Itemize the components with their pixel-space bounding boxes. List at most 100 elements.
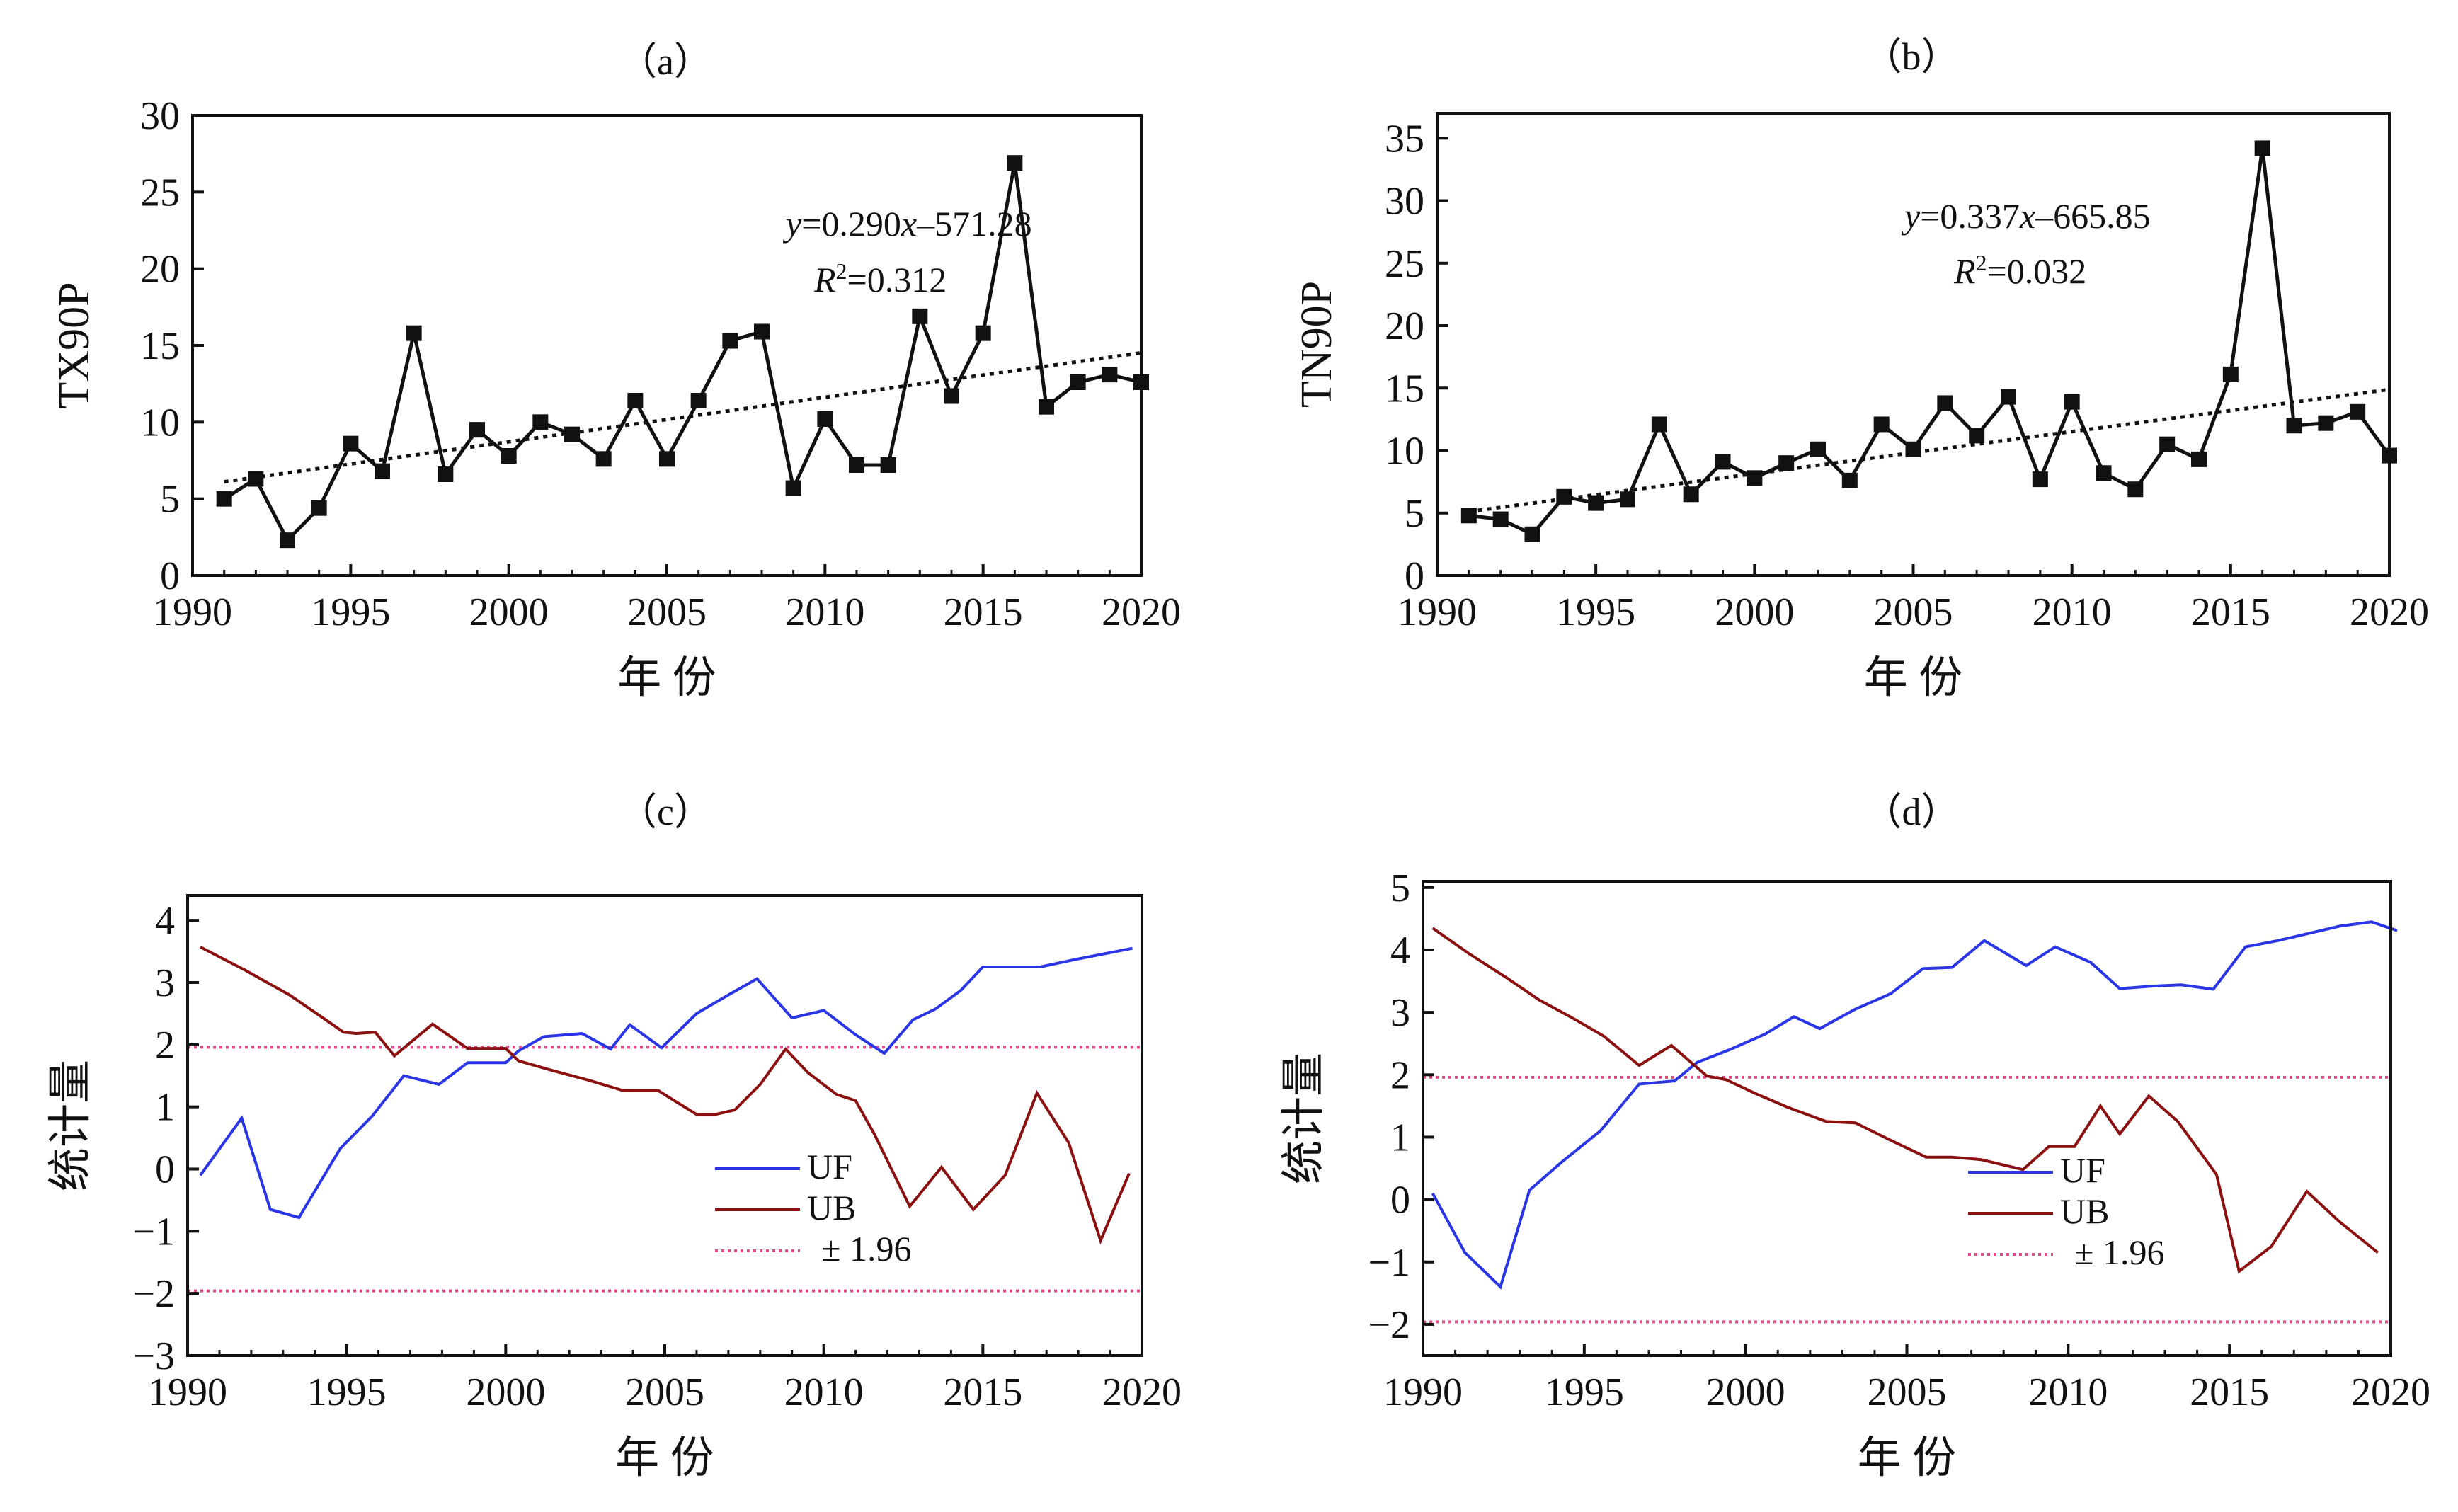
data-point (1747, 470, 1763, 486)
data-point (659, 451, 675, 467)
x-tick-label: 1995 (307, 1370, 387, 1414)
eq-x: x (2019, 196, 2035, 236)
series-line-uf (199, 946, 1133, 1220)
data-point (1810, 441, 1826, 457)
r-squared: R2=0.032 (1953, 250, 2086, 291)
x-tick-label: 2000 (469, 590, 549, 634)
data-point (1905, 441, 1921, 457)
legend-label: ± 1.96 (2074, 1232, 2164, 1272)
data-point (564, 426, 580, 442)
data-point (722, 333, 738, 349)
x-tick-label: 1995 (1545, 1370, 1624, 1414)
data-point (1873, 416, 1890, 433)
data-point (2159, 436, 2176, 452)
data-point (280, 532, 295, 549)
y-tick-label: 1 (1390, 1116, 1410, 1159)
y-tick-label: 5 (1390, 866, 1410, 910)
x-axis-label: 年 份 (617, 654, 716, 702)
data-point (501, 448, 517, 464)
data-point (1683, 486, 1699, 503)
y-tick-label: 30 (140, 94, 180, 138)
y-tick-label: −1 (1368, 1241, 1410, 1285)
data-point (2222, 366, 2239, 382)
r2-value: =0.312 (847, 260, 947, 299)
y-tick-label: −2 (1368, 1303, 1410, 1347)
data-point (2191, 451, 2207, 467)
data-point (1007, 155, 1023, 171)
data-point (438, 466, 454, 482)
y-tick-label: 10 (1385, 430, 1424, 474)
chart-panel-b: （b） 1990 1995 2000 2005 2010 2015 2020 0 5 10 15 20 2… (1293, 35, 2429, 702)
y-tick-label: 1 (155, 1086, 175, 1130)
y-tick-label: 3 (155, 961, 175, 1005)
data-point (1841, 472, 1858, 488)
y-tick-label: 25 (1385, 242, 1424, 286)
data-point (975, 325, 991, 341)
data-point (532, 414, 549, 430)
y-tick-label: 0 (1390, 1179, 1410, 1222)
x-tick-label: 2010 (2028, 1370, 2108, 1414)
data-point (1715, 454, 1731, 470)
data-point (375, 463, 390, 479)
y-axis-label: 统计量 (47, 1060, 95, 1191)
x-tick-label: 2000 (1706, 1370, 1785, 1414)
y-tick-label: 5 (1405, 492, 1424, 536)
data-point (627, 393, 644, 408)
data-point (1651, 416, 1667, 433)
data-point (343, 435, 359, 452)
eq-y: y (782, 204, 802, 244)
y-tick-label: −2 (132, 1272, 175, 1316)
data-point (2254, 140, 2270, 156)
y-tick-label: 15 (140, 324, 180, 368)
r2-label: R (813, 260, 836, 299)
trend-line (224, 350, 1142, 484)
x-tick-label: 2005 (1874, 590, 1953, 634)
x-tick-label: 1990 (1383, 1370, 1463, 1414)
data-point (595, 451, 612, 467)
data-point (1070, 374, 1086, 390)
plot-frame (1422, 880, 2392, 1357)
y-tick-label: 20 (1385, 304, 1424, 348)
y-axis-label: TX90P (50, 282, 98, 408)
x-tick-label: 2015 (2190, 1370, 2269, 1414)
data-point (2286, 418, 2302, 434)
data-point (406, 325, 422, 341)
x-tick-label: 2005 (627, 590, 707, 634)
chart-panel-c: （c） 1990 1995 2000 2005 2010 2015 2020 −3 −2 −1 0 1 2… (47, 791, 1182, 1482)
data-point (849, 457, 864, 473)
panel-title: （b） (1864, 35, 1960, 78)
chart-panel-d: （d） 1990 1995 2000 2005 2010 2015 2020 −2 −1 0 1 2 3 4… (1280, 791, 2430, 1482)
data-point (216, 491, 232, 507)
x-tick-label: 1990 (1397, 590, 1477, 634)
x-tick-label: 2010 (785, 590, 864, 634)
chart-panel-a: （a） 1990 1995 2000 2005 2010 2015 2020 0 5 10 15 20 2… (50, 40, 1181, 702)
eq-intercept: –665.85 (2035, 196, 2151, 236)
data-point (1588, 495, 1604, 511)
y-tick-label: 3 (1390, 991, 1410, 1035)
x-tick-label: 2015 (944, 590, 1023, 634)
y-tick-label: 0 (1405, 554, 1424, 598)
data-point (785, 480, 801, 496)
regression-equation: y=0.337x–665.85 (1901, 196, 2151, 236)
plot-frame (1436, 112, 2391, 577)
y-tick-label: −1 (132, 1210, 175, 1254)
x-tick-label: 2020 (1102, 1370, 1182, 1414)
data-point (1620, 491, 1635, 508)
y-tick-label: 0 (160, 554, 180, 598)
x-tick-label: 1995 (1556, 590, 1635, 634)
panel-title: （a） (619, 40, 712, 83)
panel-title: （c） (619, 791, 712, 833)
trend-line (1468, 387, 2390, 514)
y-axis-label: 统计量 (1280, 1053, 1328, 1184)
data-point (1937, 395, 1953, 411)
r2-sup: 2 (1976, 250, 1987, 275)
x-tick-label: 2005 (625, 1370, 704, 1414)
data-point (2064, 394, 2080, 410)
legend-label: UB (2060, 1191, 2109, 1231)
y-tick-label: 20 (140, 248, 180, 292)
data-point (2127, 481, 2144, 498)
y-tick-label: 25 (140, 171, 180, 214)
x-tick-label: 2005 (1868, 1370, 1947, 1414)
